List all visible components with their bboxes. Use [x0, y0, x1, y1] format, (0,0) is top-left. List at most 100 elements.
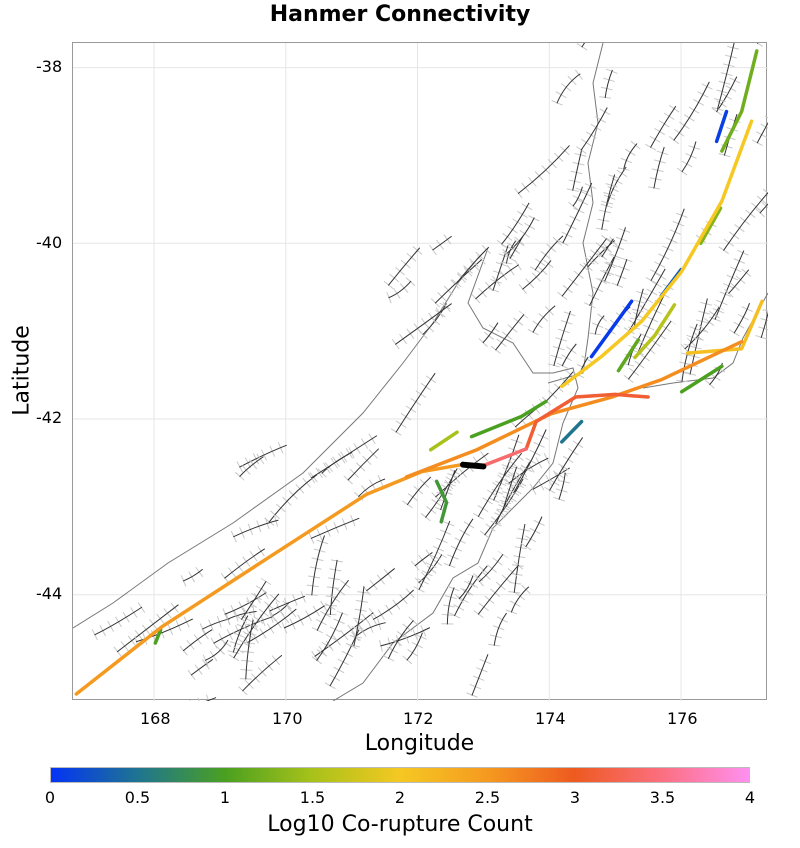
- fault-trace: [581, 43, 586, 48]
- fault-trace: [509, 235, 524, 259]
- fault-trace: [673, 81, 710, 141]
- fault-rupture-plane: [305, 533, 331, 596]
- fault-trace: [272, 602, 290, 617]
- chart-title: Hanmer Connectivity: [269, 2, 531, 27]
- rupture-segment: [633, 303, 677, 360]
- fault-trace: [477, 564, 520, 615]
- fault-rupture-plane: [551, 68, 584, 106]
- fault-trace: [311, 535, 325, 596]
- fault-trace: [475, 264, 520, 300]
- fault-trace: [628, 268, 666, 332]
- y-axis-label: Latitude: [9, 325, 35, 416]
- fault-trace: [627, 320, 672, 380]
- rupture-segment: [524, 392, 650, 451]
- fault-rupture-plane: [518, 256, 556, 295]
- fault-trace: [623, 143, 638, 170]
- fault-trace: [380, 627, 431, 647]
- gridlines: [73, 43, 768, 701]
- fault-trace: [232, 615, 249, 653]
- rupture-segment: [404, 339, 744, 479]
- fault-trace: [414, 552, 433, 567]
- map-svg: [73, 43, 768, 701]
- fault-trace: [558, 472, 566, 500]
- rupture-segment: [481, 447, 528, 468]
- fault-trace: [493, 434, 520, 501]
- fault-trace: [562, 182, 593, 244]
- fault-trace: [458, 575, 474, 600]
- fault-trace: [502, 466, 518, 512]
- fault-trace: [387, 620, 414, 659]
- colorbar-label: Log10 Co-rupture Count: [267, 812, 533, 837]
- fault-rupture-plane: [514, 141, 575, 199]
- south-island-coast: [73, 247, 579, 701]
- fault-rupture-plane: [676, 139, 702, 176]
- colorbar-tick: 3.5: [649, 788, 676, 807]
- fault-trace: [545, 371, 574, 402]
- fault-rupture-plane: [488, 609, 512, 647]
- fault-trace: [283, 605, 325, 629]
- fault-trace: [517, 145, 570, 194]
- y-tick-44: -44: [36, 584, 63, 603]
- fault-trace: [310, 435, 378, 479]
- fault-traces: [91, 43, 768, 701]
- fault-trace: [471, 654, 489, 696]
- fault-trace: [182, 568, 203, 582]
- x-tick-172: 172: [403, 709, 434, 728]
- source-fault-hanmer: [459, 461, 487, 470]
- fault-trace: [422, 303, 447, 336]
- fault-trace: [522, 260, 552, 290]
- rupture-segment: [679, 364, 724, 394]
- fault-trace: [387, 247, 421, 286]
- fault-trace: [418, 554, 443, 584]
- fault-trace: [760, 311, 768, 338]
- fault-trace: [116, 604, 179, 653]
- fault-rupture-plane: [418, 300, 452, 340]
- fault-trace: [353, 586, 365, 647]
- rupture-segment: [714, 109, 729, 144]
- fault-trace: [534, 235, 564, 271]
- fault-trace: [477, 452, 523, 518]
- fault-trace: [239, 456, 264, 478]
- fault-trace: [714, 250, 745, 320]
- fault-trace: [681, 141, 697, 173]
- fault-rupture-plane: [230, 514, 280, 543]
- fault-trace: [601, 238, 614, 258]
- fault-rupture-plane: [617, 139, 642, 171]
- fault-rupture-plane: [264, 469, 321, 526]
- fault-trace: [549, 437, 584, 491]
- fault-trace: [395, 303, 452, 345]
- fault-trace: [246, 608, 297, 644]
- rupture-segments: [74, 49, 764, 696]
- colorbar-tick: 3: [569, 788, 581, 807]
- fault-trace: [501, 202, 530, 245]
- x-tick-176: 176: [667, 709, 698, 728]
- rupture-segment: [589, 299, 634, 359]
- rupture-segment: [74, 462, 464, 696]
- fault-trace: [716, 43, 735, 110]
- x-axis-label: Longitude: [364, 731, 475, 756]
- fault-trace: [354, 622, 386, 638]
- fault-trace: [454, 565, 488, 617]
- fault-rupture-plane: [568, 185, 589, 210]
- fault-trace: [202, 618, 230, 630]
- fault-trace: [310, 517, 360, 539]
- fault-trace: [525, 516, 543, 548]
- fault-trace: [227, 610, 257, 620]
- fault-trace: [580, 107, 608, 151]
- fault-trace: [756, 121, 768, 144]
- fault-trace: [224, 548, 266, 579]
- fault-trace: [716, 76, 738, 113]
- fault-rupture-plane: [475, 550, 508, 587]
- fault-rupture-plane: [187, 691, 218, 701]
- fault-trace: [505, 240, 517, 264]
- fault-trace: [653, 146, 665, 189]
- fault-trace: [224, 592, 267, 615]
- fault-trace: [493, 612, 507, 646]
- fault-trace: [358, 478, 386, 498]
- fault-trace: [604, 227, 627, 282]
- fault-rupture-plane: [431, 448, 492, 502]
- colorbar-tick: 0: [44, 788, 56, 807]
- fault-trace: [572, 148, 583, 191]
- fault-trace: [495, 314, 525, 351]
- fault-trace: [205, 697, 217, 701]
